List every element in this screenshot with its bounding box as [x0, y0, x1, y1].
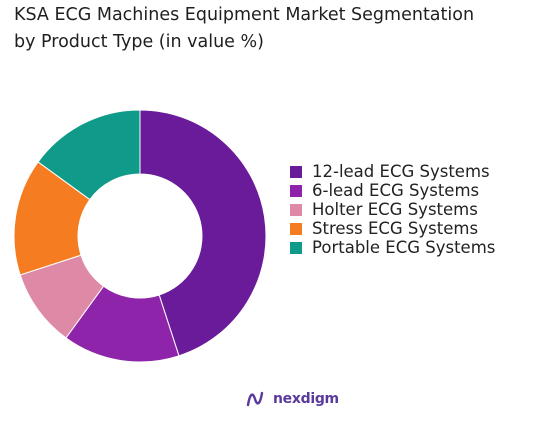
logo-text: nexdigm [273, 391, 339, 407]
legend-swatch [290, 203, 302, 216]
legend-swatch [290, 222, 302, 235]
nexdigm-logo: nexdigm [246, 389, 339, 409]
nexdigm-logo-icon [246, 391, 264, 407]
legend-item-12-lead: 12-lead ECG Systems [290, 162, 495, 181]
chart-subtitle: by Product Type (in value %) [14, 32, 264, 52]
chart-title: KSA ECG Machines Equipment Market Segmen… [14, 5, 475, 25]
legend-item-portable: Portable ECG Systems [290, 238, 495, 257]
chart-title-block: KSA ECG Machines Equipment Market Segmen… [14, 2, 554, 56]
legend-swatch [290, 184, 302, 197]
legend-label: Stress ECG Systems [312, 219, 479, 238]
legend-item-6-lead: 6-lead ECG Systems [290, 181, 495, 200]
slice-portable [37, 109, 141, 201]
legend-label: Holter ECG Systems [312, 200, 478, 219]
legend: 12-lead ECG Systems 6-lead ECG Systems H… [290, 162, 495, 257]
legend-label: 6-lead ECG Systems [312, 181, 480, 200]
legend-label: Portable ECG Systems [312, 238, 496, 257]
legend-item-holter: Holter ECG Systems [290, 200, 495, 219]
slice-12-lead [139, 109, 267, 357]
legend-swatch [290, 241, 302, 254]
legend-item-stress: Stress ECG Systems [290, 219, 495, 238]
legend-swatch [290, 165, 302, 178]
legend-label: 12-lead ECG Systems [312, 162, 490, 181]
